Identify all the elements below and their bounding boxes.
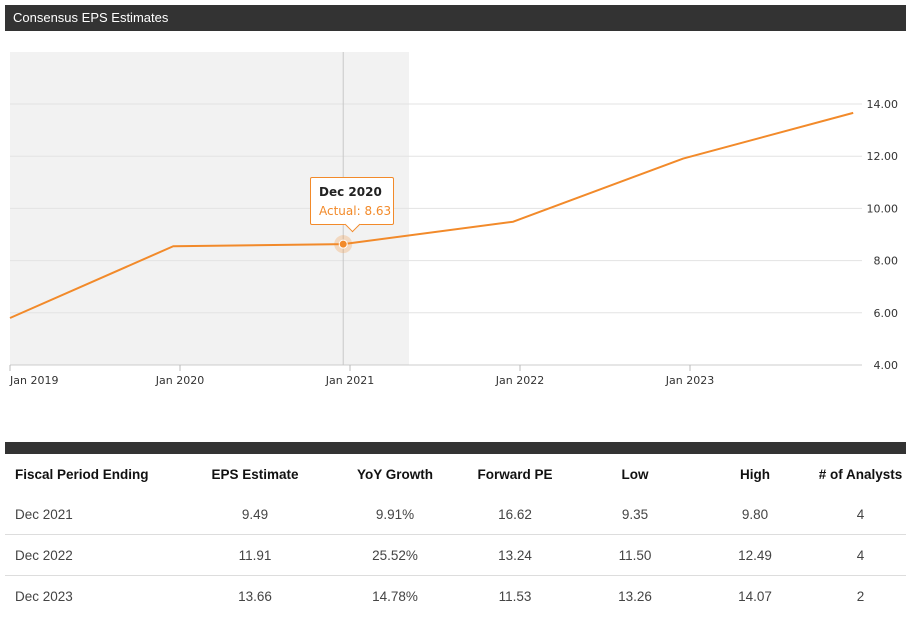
table-row: Dec 2021 9.49 9.91% 16.62 9.35 9.80 4 — [5, 494, 906, 535]
tooltip-value: Actual: 8.63 — [319, 204, 392, 218]
header-eps-estimate: EPS Estimate — [211, 466, 299, 482]
eps-chart: Jan 2019 Jan 2020 Jan 2021 Jan 2022 Jan 2023… — [0, 40, 910, 400]
cell-period: Dec 2022 — [15, 547, 73, 563]
cell-yoy: 14.78% — [372, 588, 418, 604]
cell-analysts: 4 — [856, 547, 865, 563]
header-forward-pe: Forward PE — [477, 466, 553, 482]
y-tick-label: 6.00 — [874, 307, 899, 320]
cell-high: 12.49 — [738, 547, 772, 563]
cell-eps: 13.66 — [238, 588, 272, 604]
cell-yoy: 25.52% — [372, 547, 418, 563]
cell-forward-pe: 11.53 — [498, 588, 532, 604]
table-row: Dec 2023 13.66 14.78% 11.53 13.26 14.07 … — [5, 576, 906, 617]
y-tick-label: 14.00 — [867, 98, 899, 111]
header-high: High — [740, 466, 770, 482]
header-fiscal-period: Fiscal Period Ending — [15, 466, 149, 482]
y-tick-label: 4.00 — [874, 359, 899, 372]
cell-analysts: 4 — [856, 506, 865, 522]
cell-low: 13.26 — [618, 588, 652, 604]
cell-analysts: 2 — [856, 588, 865, 604]
x-tick-label: Jan 2019 — [9, 374, 58, 387]
cell-eps: 11.91 — [238, 547, 272, 563]
tooltip-title: Dec 2020 — [319, 185, 382, 199]
chart-title: Consensus EPS Estimates — [5, 5, 906, 31]
x-tick-label: Jan 2023 — [665, 374, 714, 387]
cell-low: 11.50 — [618, 547, 652, 563]
y-tick-label: 8.00 — [874, 255, 899, 268]
header-analysts: # of Analysts — [818, 466, 903, 482]
table-row: Dec 2022 11.91 25.52% 13.24 11.50 12.49 … — [5, 535, 906, 576]
eps-estimates-table: Fiscal Period Ending EPS Estimate YoY Gr… — [5, 454, 906, 616]
highlight-point — [338, 239, 348, 249]
cell-period: Dec 2023 — [15, 588, 73, 604]
x-tick-label: Jan 2022 — [495, 374, 544, 387]
cell-high: 9.80 — [741, 506, 769, 522]
header-low: Low — [621, 466, 649, 482]
cell-low: 9.35 — [621, 506, 649, 522]
eps-series-line — [9, 111, 854, 319]
eps-chart-svg: Jan 2019 Jan 2020 Jan 2021 Jan 2022 Jan 2023… — [9, 52, 899, 387]
x-tick-label: Jan 2021 — [325, 374, 374, 387]
cell-period: Dec 2021 — [15, 506, 73, 522]
table-header-bar — [5, 442, 906, 454]
y-tick-label: 10.00 — [867, 202, 899, 215]
cell-yoy: 9.91% — [375, 506, 415, 522]
cell-eps: 9.49 — [241, 506, 269, 522]
header-yoy-growth: YoY Growth — [356, 466, 433, 482]
cell-forward-pe: 13.24 — [498, 547, 532, 563]
cell-high: 14.07 — [738, 588, 772, 604]
y-tick-label: 12.00 — [867, 150, 899, 163]
chart-tooltip: Dec 2020 Actual: 8.63 — [310, 177, 394, 225]
x-tick-label: Jan 2020 — [155, 374, 204, 387]
table-header-row: Fiscal Period Ending EPS Estimate YoY Gr… — [5, 454, 906, 494]
cell-forward-pe: 16.62 — [498, 506, 532, 522]
